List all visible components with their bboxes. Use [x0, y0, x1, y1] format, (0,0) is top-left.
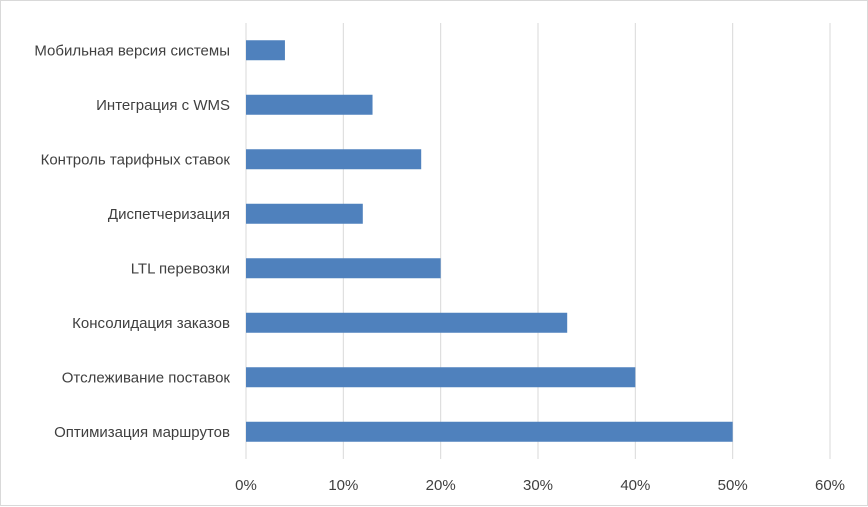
- x-tick-label: 10%: [328, 477, 358, 494]
- category-label: Мобильная версия системы: [34, 42, 230, 59]
- x-axis-tick-labels: 0% 10% 20% 30% 40% 50% 60%: [235, 477, 845, 494]
- category-label: LTL перевозки: [131, 260, 230, 277]
- x-tick-label: 60%: [815, 477, 845, 494]
- category-label: Контроль тарифных ставок: [41, 151, 231, 168]
- x-tick-label: 20%: [426, 477, 456, 494]
- bar: [246, 312, 568, 333]
- bar: [246, 367, 636, 388]
- bar: [246, 203, 363, 224]
- category-labels: Мобильная версия системы Интеграция с WMS…: [34, 42, 230, 441]
- gridlines: [245, 23, 831, 459]
- category-label: Диспетчеризация: [108, 206, 230, 223]
- x-tick-label: 0%: [235, 477, 257, 494]
- category-label: Оптимизация маршрутов: [54, 424, 230, 441]
- bar: [246, 149, 422, 170]
- bar: [246, 40, 285, 61]
- category-label: Отслеживание поставок: [62, 369, 231, 386]
- bar: [246, 94, 373, 115]
- bars: [246, 40, 733, 442]
- x-tick-label: 30%: [523, 477, 553, 494]
- x-tick-label: 50%: [718, 477, 748, 494]
- category-label: Консолидация заказов: [72, 315, 230, 332]
- bar: [246, 258, 441, 279]
- category-label: Интеграция с WMS: [96, 97, 230, 114]
- bar: [246, 421, 733, 442]
- x-tick-label: 40%: [620, 477, 650, 494]
